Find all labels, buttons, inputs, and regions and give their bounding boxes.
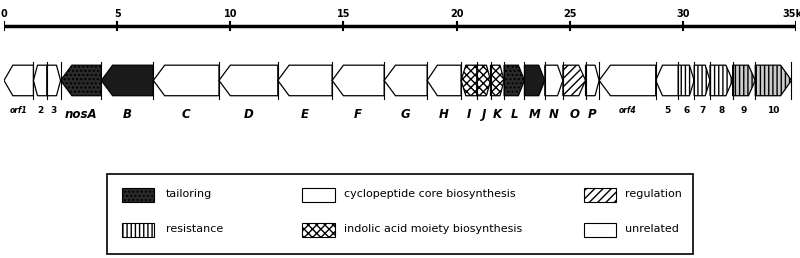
Polygon shape [384,65,427,96]
Text: B: B [123,108,132,121]
Polygon shape [545,65,563,96]
Polygon shape [47,65,61,96]
Text: cyclopeptide core biosynthesis: cyclopeptide core biosynthesis [344,189,515,199]
FancyBboxPatch shape [107,174,693,254]
Text: 35kb: 35kb [782,9,800,19]
Text: indolic acid moiety biosynthesis: indolic acid moiety biosynthesis [344,224,522,235]
Bar [122,188,154,201]
Polygon shape [755,65,791,96]
Polygon shape [34,65,47,96]
Text: orf1: orf1 [10,106,27,115]
Polygon shape [586,65,599,96]
Text: C: C [182,108,190,121]
Polygon shape [278,65,332,96]
Text: tailoring: tailoring [166,189,213,199]
Text: D: D [243,108,254,121]
Polygon shape [61,65,102,96]
Text: nosA: nosA [65,108,98,121]
Polygon shape [694,65,710,96]
Text: P: P [588,108,597,121]
Text: M: M [529,108,541,121]
Text: resistance: resistance [166,224,223,235]
Text: regulation: regulation [625,189,682,199]
Text: 10: 10 [767,106,779,115]
Bar [583,223,616,237]
Polygon shape [477,65,490,96]
Bar [583,188,616,201]
Text: 20: 20 [450,9,463,19]
Text: 5: 5 [664,106,670,115]
Polygon shape [525,65,545,96]
Text: 10: 10 [223,9,237,19]
Text: I: I [467,108,471,121]
Polygon shape [4,65,34,96]
Bar [302,223,335,237]
Text: L: L [510,108,518,121]
Bar [122,223,154,237]
Text: N: N [549,108,559,121]
Text: 25: 25 [563,9,577,19]
Text: 7: 7 [699,106,706,115]
Text: G: G [401,108,410,121]
Polygon shape [219,65,278,96]
Text: K: K [493,108,502,121]
Polygon shape [427,65,461,96]
Text: 8: 8 [718,106,725,115]
Polygon shape [504,65,525,96]
Polygon shape [678,65,694,96]
Polygon shape [599,65,656,96]
Polygon shape [154,65,219,96]
Polygon shape [332,65,384,96]
Text: 2: 2 [37,106,43,115]
Text: F: F [354,108,362,121]
Bar [302,188,335,201]
Text: 3: 3 [50,106,57,115]
Text: 0: 0 [1,9,7,19]
Polygon shape [563,65,586,96]
Text: 6: 6 [683,106,690,115]
Polygon shape [733,65,755,96]
Text: E: E [301,108,309,121]
Polygon shape [490,65,504,96]
Text: orf4: orf4 [618,106,636,115]
Text: 30: 30 [676,9,690,19]
Text: J: J [482,108,486,121]
Polygon shape [710,65,733,96]
Text: 5: 5 [114,9,121,19]
Polygon shape [656,65,678,96]
Text: 15: 15 [337,9,350,19]
Text: O: O [570,108,579,121]
Text: 9: 9 [741,106,747,115]
Text: unrelated: unrelated [625,224,679,235]
Text: H: H [439,108,449,121]
Polygon shape [102,65,154,96]
Polygon shape [461,65,477,96]
